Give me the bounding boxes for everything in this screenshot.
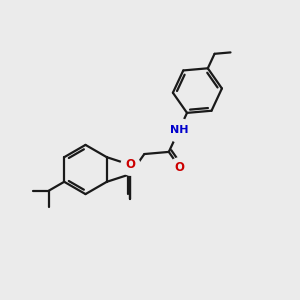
Text: NH: NH [170,124,188,135]
Text: O: O [125,158,135,171]
Text: O: O [174,160,184,173]
